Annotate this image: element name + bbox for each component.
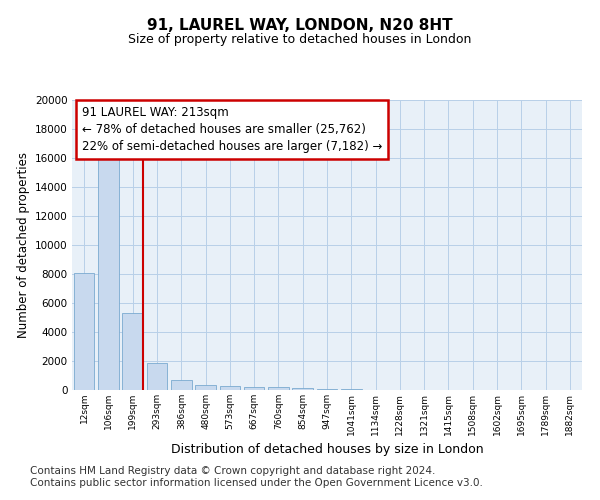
Bar [98,151,119,390]
Text: Size of property relative to detached houses in London: Size of property relative to detached ho… [128,32,472,46]
Bar [146,363,167,390]
Bar [317,389,337,390]
Bar [244,387,265,390]
Y-axis label: Number of detached properties: Number of detached properties [17,152,29,338]
Text: 91 LAUREL WAY: 213sqm
← 78% of detached houses are smaller (25,762)
22% of semi-: 91 LAUREL WAY: 213sqm ← 78% of detached … [82,106,383,153]
X-axis label: Distribution of detached houses by size in London: Distribution of detached houses by size … [170,443,484,456]
Bar [74,272,94,390]
Bar [122,313,143,390]
Bar [292,388,313,390]
Text: Contains HM Land Registry data © Crown copyright and database right 2024.
Contai: Contains HM Land Registry data © Crown c… [30,466,483,487]
Bar [268,387,289,390]
Bar [171,380,191,390]
Bar [195,385,216,390]
Bar [220,386,240,390]
Text: 91, LAUREL WAY, LONDON, N20 8HT: 91, LAUREL WAY, LONDON, N20 8HT [147,18,453,32]
